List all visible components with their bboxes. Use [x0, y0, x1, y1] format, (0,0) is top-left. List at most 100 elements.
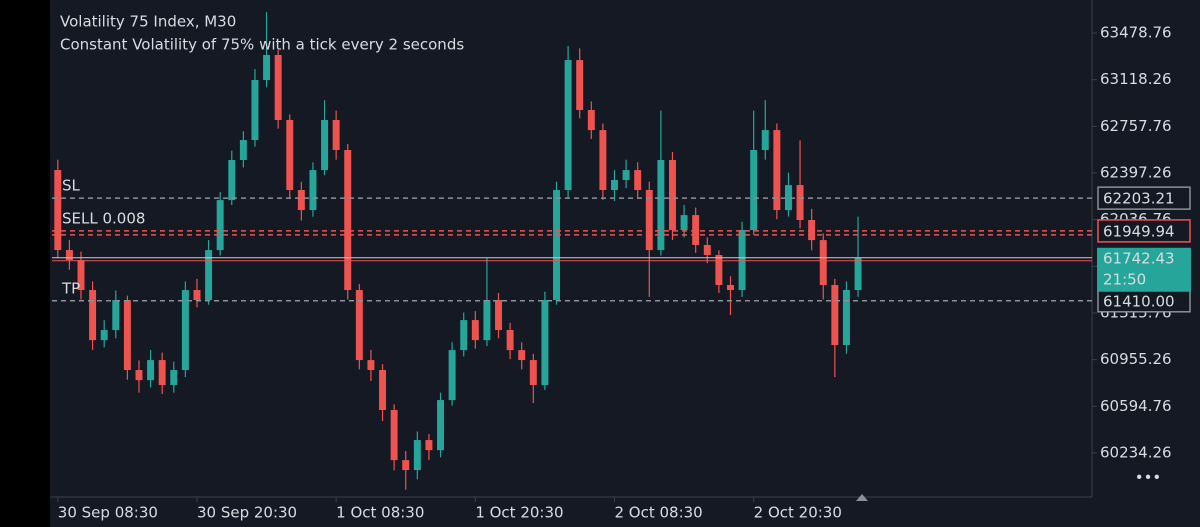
candle-body: [77, 260, 85, 291]
candle-body: [669, 159, 676, 230]
candle-body: [112, 300, 120, 331]
candle-body: [587, 110, 595, 131]
candle-body: [854, 258, 862, 291]
candle-body: [216, 200, 224, 251]
candle-body: [425, 440, 433, 451]
candle-countdown: 21:50: [1103, 270, 1146, 288]
level-label: SELL 0.008: [62, 209, 145, 227]
candle-body: [808, 220, 816, 241]
candle-body: [321, 119, 329, 171]
level-price: 61949.94: [1103, 222, 1175, 240]
candle-body: [750, 150, 758, 230]
candle-body: [205, 250, 213, 301]
scroll-marker[interactable]: [856, 494, 868, 501]
candle-body: [657, 159, 665, 251]
candle-body: [274, 55, 282, 120]
candle-body: [692, 215, 700, 246]
y-tick-label: 60234.26: [1100, 443, 1172, 461]
candle-body: [784, 185, 792, 211]
current-price-box: [1097, 247, 1191, 292]
level-label: SL: [62, 177, 81, 195]
screen-edge: [0, 0, 50, 527]
candle-body: [170, 370, 178, 386]
candle-body: [576, 60, 584, 111]
candle-body: [471, 320, 479, 341]
candle-body: [506, 330, 514, 351]
candle-body: [251, 79, 259, 141]
candle-body: [703, 245, 711, 255]
y-tick-label: 62397.26: [1100, 164, 1172, 182]
y-tick-label: 63118.26: [1100, 70, 1172, 88]
candle-body: [529, 360, 537, 386]
candle-body: [715, 254, 723, 285]
candle-body: [297, 189, 305, 211]
y-tick-label: 63478.76: [1100, 24, 1172, 42]
candle-body: [54, 170, 62, 251]
candle-body: [228, 159, 236, 201]
plot-area: [54, 12, 862, 490]
candle-body: [193, 290, 201, 301]
candle-body: [460, 320, 468, 351]
candle-body: [135, 370, 143, 381]
candle-body: [622, 170, 630, 181]
candle-body: [634, 170, 642, 190]
candle-body: [448, 350, 456, 401]
candle-body: [309, 170, 317, 211]
candle-body: [611, 180, 618, 190]
candle-body: [796, 185, 804, 221]
candle-body: [379, 370, 387, 411]
candle-body: [541, 300, 549, 386]
x-tick-label: 1 Oct 20:30: [475, 504, 563, 522]
current-price: 61742.43: [1103, 249, 1175, 267]
candle-body: [564, 60, 572, 190]
x-tick-label: 2 Oct 08:30: [614, 504, 702, 522]
candle-body: [518, 350, 526, 361]
candle-body: [239, 140, 247, 160]
level-price-box: [1097, 186, 1191, 210]
candle-body: [773, 130, 781, 211]
candle-body: [158, 360, 166, 386]
candle-body: [181, 290, 189, 371]
x-tick-label: 1 Oct 08:30: [336, 504, 424, 522]
candle-body: [437, 400, 445, 451]
candle-body: [495, 300, 502, 331]
level-price: 61410.00: [1103, 292, 1175, 310]
candle-body: [355, 290, 363, 361]
candle-body: [842, 290, 850, 346]
chart-subtitle: Constant Volatility of 75% with a tick e…: [60, 36, 464, 54]
candle-body: [344, 150, 352, 291]
candle-body: [413, 440, 421, 471]
candle-body: [831, 284, 839, 346]
candle-body: [147, 360, 155, 381]
chart-title: Volatility 75 Index, M30: [60, 13, 236, 31]
candle-body: [726, 284, 734, 291]
candle-body: [332, 119, 340, 151]
candle-body: [65, 250, 73, 261]
candle-body: [123, 300, 131, 371]
candle-body: [263, 55, 271, 80]
candle-body: [738, 229, 746, 291]
y-tick-label: 60955.26: [1100, 350, 1172, 368]
x-tick-label: 2 Oct 20:30: [754, 504, 842, 522]
y-tick-label: 62757.76: [1100, 117, 1172, 135]
candle-body: [761, 130, 769, 151]
level-price-box: [1097, 219, 1191, 243]
menu-icon[interactable]: •••: [1135, 469, 1162, 487]
candle-body: [402, 460, 410, 471]
level-label: TP: [61, 279, 80, 297]
candle-body: [483, 300, 491, 341]
candle-body: [390, 410, 398, 461]
x-tick-label: 30 Sep 20:30: [197, 504, 297, 522]
chart-background: [50, 0, 1200, 527]
x-tick-label: 30 Sep 08:30: [58, 504, 158, 522]
candle-body: [100, 330, 108, 341]
candle-body: [819, 240, 827, 285]
candle-body: [645, 189, 653, 251]
candle-body: [553, 189, 560, 301]
candle-body: [89, 290, 97, 341]
candle-body: [286, 119, 294, 190]
candle-body: [367, 360, 375, 371]
candle-body: [680, 215, 688, 230]
